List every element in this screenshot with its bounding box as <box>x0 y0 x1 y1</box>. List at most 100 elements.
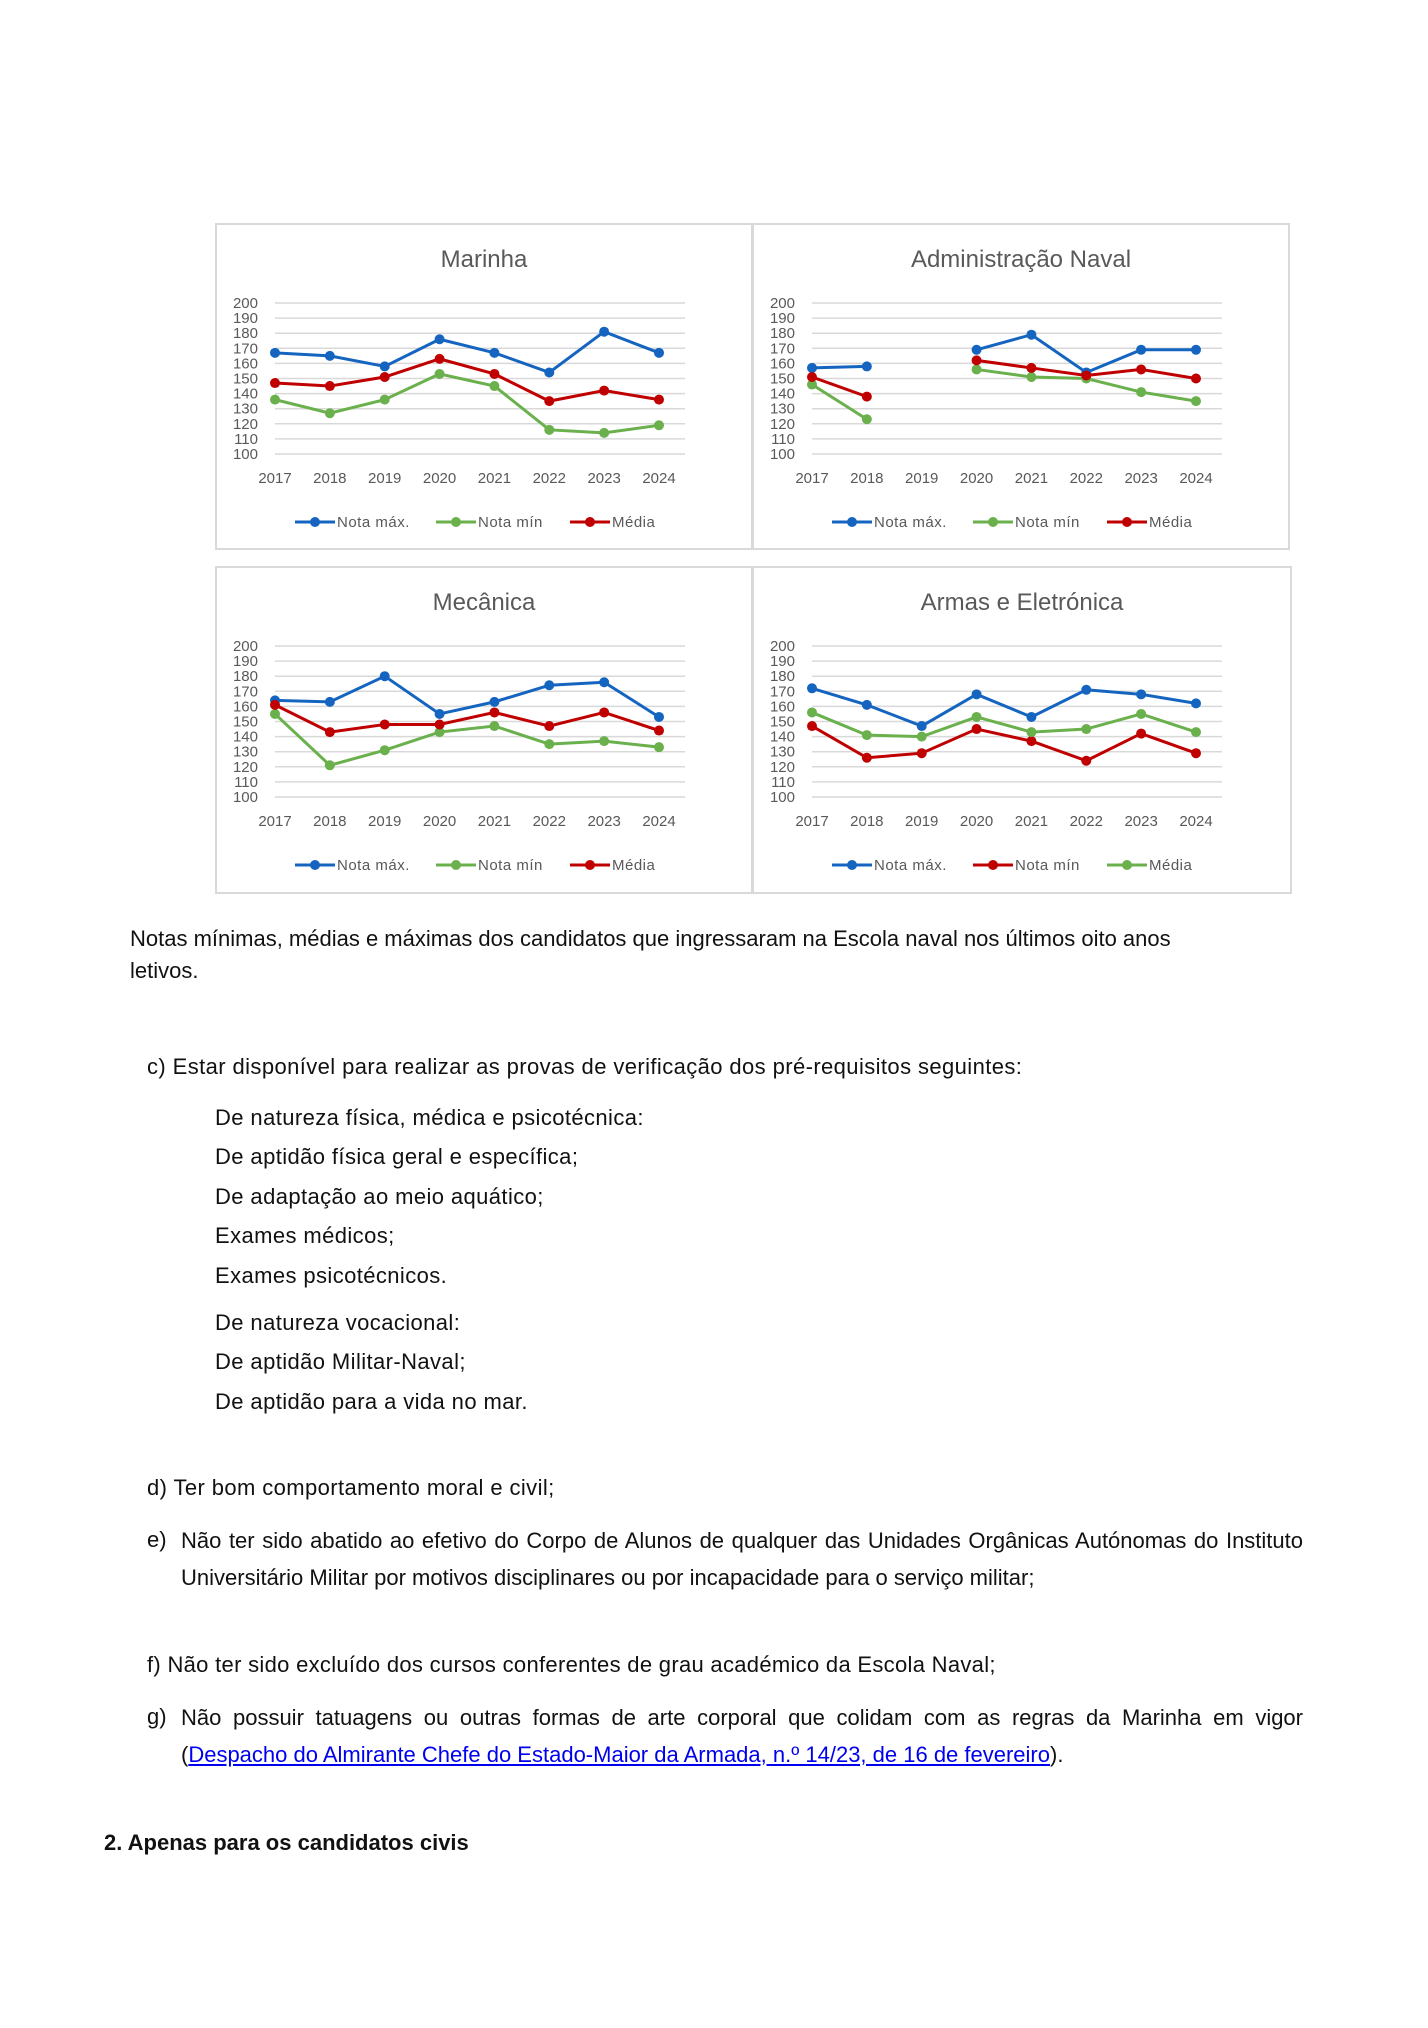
y-tick-label: 100 <box>770 446 795 463</box>
x-tick-label: 2021 <box>1015 813 1048 830</box>
x-tick-label: 2024 <box>1179 813 1212 830</box>
legend-marker <box>585 860 595 870</box>
y-tick-label: 190 <box>233 310 258 327</box>
sub-item: Exames psicotécnicos. <box>215 1263 448 1288</box>
series-line <box>811 711 1197 739</box>
y-tick-label: 200 <box>233 638 258 655</box>
data-point <box>1081 684 1092 695</box>
legend-marker <box>1122 517 1132 527</box>
chart-title: Mecânica <box>433 589 536 616</box>
data-point <box>544 396 555 407</box>
x-tick-label: 2019 <box>368 470 401 487</box>
y-tick-label: 180 <box>770 668 795 685</box>
legend-label: Nota máx. <box>874 514 947 531</box>
data-point <box>916 721 927 732</box>
despacho-link[interactable]: Despacho do Almirante Chefe do Estado-Ma… <box>188 1742 1050 1767</box>
data-point <box>1026 711 1037 722</box>
data-point <box>379 745 390 756</box>
x-tick-label: 2020 <box>960 813 993 830</box>
legend-label: Média <box>612 857 656 874</box>
x-tick-label: 2024 <box>642 470 675 487</box>
series-line <box>811 364 867 370</box>
legend-marker <box>585 517 595 527</box>
data-point <box>807 371 817 382</box>
data-point <box>861 699 872 710</box>
data-point <box>1136 708 1147 719</box>
y-tick-label: 170 <box>770 683 795 700</box>
data-point <box>654 711 664 722</box>
data-point <box>544 424 555 435</box>
y-tick-label: 100 <box>233 446 258 463</box>
data-point <box>861 414 872 425</box>
sub-item: De natureza vocacional: <box>215 1310 461 1335</box>
x-tick-label: 2021 <box>478 813 511 830</box>
data-point <box>599 736 610 747</box>
data-point <box>434 353 445 364</box>
sub-item: De adaptação ao meio aquático; <box>215 1184 544 1209</box>
data-point <box>599 385 610 396</box>
data-point <box>544 367 555 378</box>
data-point <box>1136 728 1147 739</box>
data-point <box>489 368 500 379</box>
data-point <box>1191 698 1201 709</box>
data-point <box>971 355 982 366</box>
series-line <box>274 329 660 375</box>
y-tick-label: 110 <box>234 774 258 791</box>
y-tick-label: 130 <box>770 401 795 418</box>
legend-label: Nota mín <box>478 514 543 531</box>
data-point <box>599 326 610 337</box>
data-point <box>324 408 335 419</box>
y-tick-label: 100 <box>233 789 258 806</box>
data-point <box>916 731 927 742</box>
sub-item: De natureza física, médica e psicotécnic… <box>215 1105 644 1130</box>
data-point <box>971 344 982 355</box>
data-point <box>599 427 610 438</box>
y-tick-label: 130 <box>770 744 795 761</box>
data-point <box>654 742 664 753</box>
x-tick-label: 2021 <box>478 470 511 487</box>
y-tick-label: 200 <box>770 638 795 655</box>
x-tick-label: 2021 <box>1015 470 1048 487</box>
sub-item: Exames médicos; <box>215 1223 395 1248</box>
sub-item: De aptidão para a vida no mar. <box>215 1389 528 1414</box>
legend-label: Nota mín <box>1015 857 1080 874</box>
y-tick-label: 120 <box>770 416 795 433</box>
y-tick-label: 170 <box>233 340 258 357</box>
y-tick-label: 100 <box>770 789 795 806</box>
data-point <box>544 721 555 732</box>
data-point <box>1191 727 1201 738</box>
data-point <box>599 707 610 718</box>
legend-marker <box>310 860 320 870</box>
chart-title: Administração Naval <box>911 246 1131 273</box>
item-g-close: ). <box>1050 1742 1064 1767</box>
data-point <box>270 394 280 405</box>
data-point <box>489 707 500 718</box>
item-e: Não ter sido abatido ao efetivo do Corpo… <box>181 1528 1303 1590</box>
y-tick-label: 140 <box>233 386 258 403</box>
y-tick-label: 120 <box>233 759 258 776</box>
x-tick-label: 2018 <box>313 813 346 830</box>
x-tick-label: 2019 <box>905 470 938 487</box>
data-point <box>270 378 280 389</box>
y-tick-label: 160 <box>770 698 795 715</box>
data-point <box>971 364 982 375</box>
y-tick-label: 160 <box>770 355 795 372</box>
chart-marinha: Marinha 200 190 180 170 160 150 140 130 120 110 100… <box>215 223 753 550</box>
data-point <box>379 671 390 682</box>
data-point <box>971 724 982 735</box>
data-point <box>861 391 872 402</box>
y-tick-label: 190 <box>770 310 795 327</box>
legend-label: Média <box>612 514 656 531</box>
y-tick-label: 120 <box>770 759 795 776</box>
y-tick-label: 130 <box>233 401 258 418</box>
y-tick-label: 190 <box>770 653 795 670</box>
data-point <box>324 696 335 707</box>
data-point <box>807 683 817 694</box>
data-point <box>807 721 817 732</box>
data-point <box>379 394 390 405</box>
series-line <box>274 357 660 403</box>
x-tick-label: 2024 <box>642 813 675 830</box>
x-tick-label: 2017 <box>258 813 291 830</box>
x-tick-label: 2019 <box>905 813 938 830</box>
section-heading: 2. Apenas para os candidatos civis <box>104 1830 469 1855</box>
